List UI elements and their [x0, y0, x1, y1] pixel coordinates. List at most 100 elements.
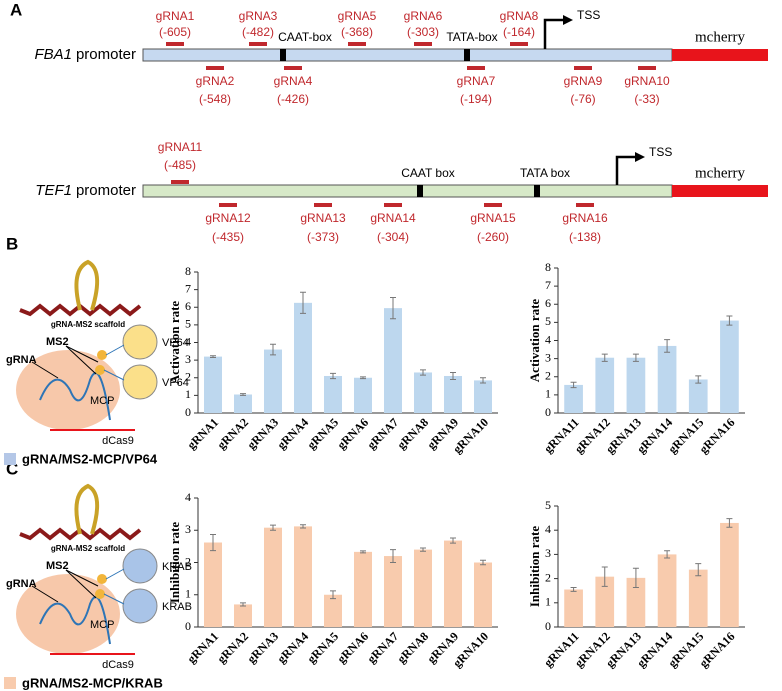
grna-position: (-485) — [164, 158, 196, 172]
tss-head — [635, 152, 645, 162]
tss-label: TSS — [577, 8, 600, 22]
bar — [595, 357, 615, 413]
x-tick-label: gRNA6 — [334, 415, 371, 452]
bar — [688, 569, 708, 627]
promoter-bar — [142, 184, 673, 198]
y-tick-label: 3 — [185, 352, 191, 366]
x-tick-label: gRNA3 — [244, 629, 281, 666]
promoter-word: promoter — [76, 46, 136, 63]
effector-label: VP64 — [162, 377, 189, 389]
pointer — [31, 361, 59, 379]
dcas9 — [16, 350, 120, 430]
grna-position: (-373) — [307, 230, 339, 244]
y-axis-label: Inhibition rate — [167, 522, 182, 603]
grna-name: gRNA8 — [500, 9, 539, 23]
bar — [657, 345, 677, 413]
grna-site — [348, 42, 366, 46]
error-bar — [300, 524, 306, 529]
error-bar — [601, 353, 608, 362]
grna-site — [166, 42, 184, 46]
bar — [204, 542, 222, 627]
grna-site — [206, 66, 224, 70]
error-bar — [360, 550, 366, 554]
grna-position: (-482) — [242, 25, 274, 39]
y-tick-label: 2 — [185, 370, 191, 384]
reporter-bar — [672, 185, 768, 197]
grna-name: gRNA5 — [338, 9, 377, 23]
error-bar — [601, 566, 608, 587]
y-tick-label: 1 — [185, 387, 191, 401]
error-bar — [726, 315, 733, 326]
error-bar — [664, 550, 671, 559]
y-tick-label: 6 — [185, 299, 191, 313]
tss-arrow — [615, 155, 637, 185]
y-tick-label: 8 — [545, 260, 551, 274]
y-tick-label: 2 — [185, 554, 191, 568]
grna-label: gRNA — [6, 354, 37, 366]
grna-name: gRNA16 — [562, 211, 608, 225]
bar — [234, 604, 252, 627]
y-tick-label: 4 — [545, 522, 551, 536]
ms2-label: MS2 — [46, 336, 69, 348]
reporter-label: mcherry — [695, 165, 745, 181]
error-bar — [270, 524, 276, 531]
x-tick-label: gRNA7 — [364, 629, 401, 666]
bar — [294, 526, 312, 627]
x-tick-label: gRNA16 — [696, 629, 737, 670]
promoter-label: FBA1 promoter — [34, 46, 136, 63]
x-tick-label: gRNA6 — [334, 629, 371, 666]
box-mark — [534, 185, 540, 197]
grna-site — [510, 42, 528, 46]
bar — [564, 589, 583, 627]
grna-site — [574, 66, 592, 70]
grna-site — [576, 203, 594, 207]
grna-name: gRNA2 — [196, 74, 235, 88]
grna-position: (-138) — [569, 230, 601, 244]
effector-label: KRAB — [162, 561, 192, 573]
grna-site — [219, 203, 237, 207]
scaffold-loop — [74, 483, 100, 535]
scaffold-label: gRNA-MS2 scaffold — [51, 320, 125, 329]
legend-swatch — [4, 677, 16, 689]
y-tick-label: 0 — [545, 405, 551, 419]
x-tick-label: gRNA1 — [184, 629, 221, 666]
y-tick-label: 5 — [545, 314, 551, 328]
grna-name: gRNA15 — [470, 211, 516, 225]
mcp-label: MCP — [90, 395, 114, 407]
gene-name: FBA1 — [34, 46, 72, 63]
x-tick-label: gRNA2 — [214, 415, 251, 452]
grna-position: (-426) — [277, 92, 309, 106]
legend-label: gRNA/MS2-MCP/VP64 — [22, 451, 158, 466]
bar — [720, 320, 739, 413]
bar — [595, 576, 615, 627]
grna-label: gRNA — [6, 578, 37, 590]
y-tick-label: 4 — [545, 332, 551, 346]
bar — [474, 562, 492, 627]
bar — [294, 302, 312, 413]
linker — [103, 593, 125, 605]
x-tick-label: gRNA4 — [274, 415, 311, 452]
pointer — [65, 569, 97, 599]
error-bar — [420, 369, 426, 376]
y-tick-label: 0 — [185, 619, 191, 633]
error-bar — [570, 587, 577, 592]
error-bar — [726, 518, 733, 528]
error-bar — [695, 563, 702, 577]
bar — [414, 372, 432, 413]
grna-site — [384, 203, 402, 207]
grna-site — [638, 66, 656, 70]
error-bar — [480, 377, 486, 384]
effector — [122, 588, 158, 624]
grna-name: gRNA1 — [156, 9, 195, 23]
error-bar — [360, 376, 366, 380]
bar — [444, 375, 462, 413]
box-label: CAAT-box — [278, 30, 332, 44]
mcp — [97, 350, 107, 360]
legend-label: gRNA/MS2-MCP/KRAB — [22, 675, 163, 690]
tss-arrow — [543, 18, 565, 49]
promoter-bar — [142, 48, 673, 62]
linker — [103, 369, 125, 381]
mcp — [97, 574, 107, 584]
grna-site — [171, 180, 189, 184]
x-tick-label: gRNA8 — [394, 629, 431, 666]
